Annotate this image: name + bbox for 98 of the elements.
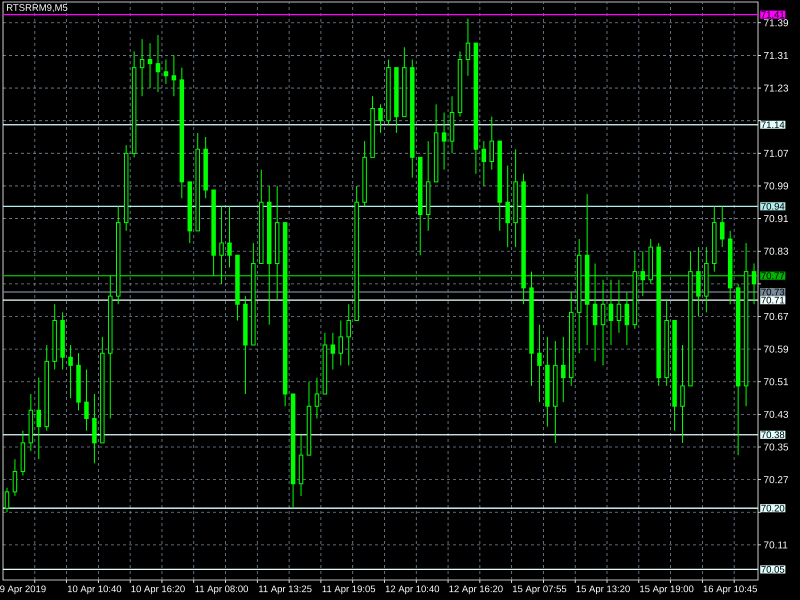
- candlestick: [450, 96, 454, 154]
- candlestick: [52, 304, 57, 370]
- candlestick: [314, 377, 320, 419]
- ref-line-label: 70.71: [761, 296, 784, 304]
- y-tick-label: 70.67: [764, 312, 788, 320]
- candlestick: [576, 238, 582, 354]
- candlestick: [219, 206, 224, 284]
- candlestick: [584, 194, 590, 346]
- candlestick: [561, 336, 566, 403]
- candlestick: [513, 148, 518, 248]
- ref-line-label: 71.14: [761, 122, 784, 128]
- y-tick-label: 70.59: [764, 346, 788, 353]
- candlestick: [712, 206, 717, 272]
- candlestick: [92, 393, 97, 464]
- candlestick: [545, 336, 550, 428]
- candlestick: [592, 262, 598, 362]
- candlestick: [505, 165, 510, 248]
- y-tick-label: 70.51: [764, 378, 788, 386]
- candlestick: [600, 279, 606, 366]
- candlestick: [640, 250, 646, 297]
- x-tick-label: 10 Apr 16:20: [132, 585, 185, 594]
- x-tick-label: 10 Apr 10:40: [68, 585, 122, 594]
- y-tick-label: 70.11: [764, 541, 788, 548]
- candlestick: [172, 54, 176, 97]
- candlestick: [346, 304, 351, 366]
- candlestick: [664, 300, 669, 386]
- candlestick: [76, 352, 81, 411]
- candlestick: [298, 434, 304, 496]
- ref-line-label: 70.20: [761, 504, 784, 512]
- candlestick: [521, 173, 526, 305]
- candlestick: [490, 116, 494, 170]
- candlestick: [140, 38, 144, 97]
- y-tick-label: 71.07: [764, 150, 788, 157]
- candlestick: [704, 246, 709, 313]
- candlestick: [203, 136, 208, 199]
- y-tick-label: 71.23: [764, 84, 788, 92]
- y-tick-label: 70.43: [764, 410, 788, 418]
- ref-line-label: 71.41: [761, 11, 784, 18]
- candlestick: [148, 42, 152, 89]
- chart-title: RTSRRM9,M5: [6, 4, 68, 12]
- candlestick: [274, 185, 280, 301]
- candlestick: [28, 393, 34, 452]
- candlestick: [529, 271, 534, 386]
- candlestick: [568, 292, 574, 386]
- candlestick: [243, 296, 248, 394]
- ref-line-label: 70.77: [761, 272, 784, 280]
- ref-line-label: 70.38: [761, 431, 784, 438]
- candlestick: [36, 377, 42, 460]
- candlestick: [426, 140, 430, 232]
- x-tick-label: 11 Apr 08:00: [195, 585, 248, 594]
- x-tick-label: 9 Apr 2019: [0, 585, 46, 594]
- y-tick-label: 70.99: [764, 182, 788, 190]
- candlestick: [482, 140, 486, 186]
- candlestick: [330, 332, 336, 370]
- candlestick: [108, 275, 113, 419]
- ref-line-label: 70.05: [761, 566, 784, 573]
- x-tick-label: 15 Apr 07:55: [512, 585, 566, 594]
- candlestick: [608, 279, 614, 346]
- ref-line-label: 70.94: [761, 202, 784, 210]
- y-tick-label: 71.31: [764, 52, 788, 59]
- y-tick-label: 70.27: [764, 476, 788, 484]
- candlestick: [84, 369, 89, 432]
- candlestick: [466, 18, 470, 76]
- candlestick: [116, 206, 120, 305]
- x-tick-label: 11 Apr 13:25: [259, 585, 312, 594]
- candlestick: [553, 340, 558, 444]
- candlestick: [227, 206, 232, 268]
- candlestick: [180, 67, 184, 199]
- candlestick: [720, 206, 724, 248]
- candlestick: [616, 279, 622, 334]
- candlestick: [60, 312, 65, 370]
- candlestick: [752, 262, 756, 305]
- candlestick: [696, 246, 701, 317]
- x-tick-label: 16 Apr 10:45: [704, 585, 757, 594]
- candlestick: [68, 344, 73, 399]
- ref-line-label: 70.73: [761, 288, 784, 296]
- y-tick-label: 70.35: [764, 443, 788, 451]
- y-tick-label: 70.83: [764, 248, 788, 255]
- x-tick-label: 15 Apr 19:00: [640, 585, 694, 594]
- x-tick-label: 11 Apr 19:05: [322, 585, 376, 594]
- candlestick: [537, 324, 542, 403]
- candlestick: [442, 112, 446, 170]
- y-tick-label: 70.91: [764, 215, 788, 222]
- candlestick: [386, 58, 391, 126]
- candlestick: [728, 230, 732, 305]
- candlestick: [624, 292, 630, 346]
- candlestick: [164, 58, 168, 84]
- candlestick: [338, 320, 344, 366]
- y-tick-label: 71.39: [764, 19, 788, 26]
- candlestick: [410, 58, 415, 178]
- candlestick: [267, 185, 272, 326]
- candlestick: [744, 242, 748, 407]
- candlestick: [680, 344, 685, 444]
- candlestick: [156, 34, 160, 93]
- x-tick-label: 12 Apr 10:40: [386, 585, 440, 594]
- x-tick-label: 15 Apr 13:20: [576, 585, 630, 594]
- x-tick-label: 12 Apr 16:20: [449, 585, 503, 594]
- candlestick: [124, 144, 128, 232]
